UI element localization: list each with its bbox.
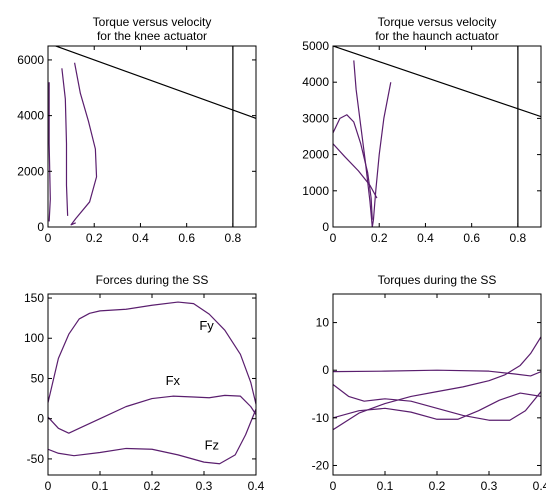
y-tick-label: -10 (312, 411, 330, 425)
y-tick-label: 2000 (302, 148, 329, 162)
y-tick-label: 0 (322, 363, 329, 377)
y-tick-label: 50 (31, 371, 45, 385)
y-tick-label: 4000 (302, 75, 329, 89)
plot-frame (332, 45, 542, 228)
series-line-2 (333, 336, 541, 431)
chart-subtitle: for the knee actuator (97, 29, 207, 43)
series-line-3 (333, 114, 373, 220)
x-tick-label: 0.1 (92, 479, 109, 493)
x-tick-label: 0 (330, 479, 337, 493)
y-tick-label: 5000 (302, 39, 329, 53)
series-line-3 (48, 82, 51, 222)
series-line-6 (371, 82, 392, 227)
x-tick-label: 0.1 (377, 479, 394, 493)
plot-frame (47, 293, 257, 476)
x-tick-label: 0.6 (178, 231, 195, 245)
chart-title: Forces during the SS (96, 273, 209, 287)
y-tick-label: 150 (24, 291, 44, 305)
series-annotation-fx: Fx (166, 373, 181, 388)
series-line-fz (48, 408, 256, 465)
x-tick-label: 0.2 (371, 231, 388, 245)
series-line-5 (353, 60, 373, 227)
y-tick-label: 1000 (302, 184, 329, 198)
series-line-1 (333, 46, 541, 118)
y-tick-label: -50 (27, 452, 45, 466)
y-tick-label: -20 (312, 458, 330, 472)
y-tick-label: 6000 (17, 53, 44, 67)
x-tick-label: 0 (45, 479, 52, 493)
y-tick-label: 0 (37, 412, 44, 426)
x-tick-label: 0.2 (144, 479, 161, 493)
x-tick-label: 0.4 (533, 479, 546, 493)
chart-subtitle: for the haunch actuator (375, 29, 498, 43)
plot-frame (332, 293, 542, 476)
series-line-fx (48, 394, 256, 434)
x-tick-label: 0.8 (225, 231, 242, 245)
series-line-1 (333, 369, 541, 377)
x-tick-label: 0.6 (463, 231, 480, 245)
y-tick-label: 0 (37, 220, 44, 234)
series-annotation-fy: Fy (199, 318, 214, 333)
chart-panel-4: Torques during the SS 0 0.1 0.2 0.3 0.4 -20 -10… (312, 273, 546, 493)
chart-title: Torques during the SS (378, 273, 497, 287)
series-line-4 (61, 68, 69, 216)
series-line-4 (333, 392, 541, 420)
x-tick-label: 0.8 (510, 231, 527, 245)
x-tick-label: 0.4 (417, 231, 434, 245)
plot-frame (47, 45, 257, 228)
y-tick-label: 10 (316, 316, 330, 330)
chart-panel-3: Forces during the SS0 0.1 0.2 0.3 0.4-500501… (24, 273, 265, 493)
x-tick-label: 0.2 (429, 479, 446, 493)
chart-title: Torque versus velocity (93, 15, 212, 29)
x-tick-label: 0 (45, 231, 52, 245)
chart-title: Torque versus velocity (378, 15, 497, 29)
y-tick-label: 0 (322, 220, 329, 234)
series-line-3 (333, 384, 541, 421)
series-line-1 (53, 46, 256, 119)
x-tick-label: 0.2 (86, 231, 103, 245)
x-tick-label: 0.4 (132, 231, 149, 245)
x-tick-label: 0.3 (196, 479, 213, 493)
x-tick-label: 0 (330, 231, 337, 245)
x-tick-label: 0.4 (248, 479, 265, 493)
y-tick-label: 4000 (17, 109, 44, 123)
y-tick-label: 2000 (17, 164, 44, 178)
x-tick-label: 0.3 (481, 479, 498, 493)
y-tick-label: 3000 (302, 111, 329, 125)
series-line-5 (70, 62, 98, 226)
series-line-4 (333, 143, 378, 199)
series-line-fy (48, 301, 256, 405)
series-annotation-fz: Fz (205, 437, 219, 452)
y-tick-label: 100 (24, 331, 44, 345)
